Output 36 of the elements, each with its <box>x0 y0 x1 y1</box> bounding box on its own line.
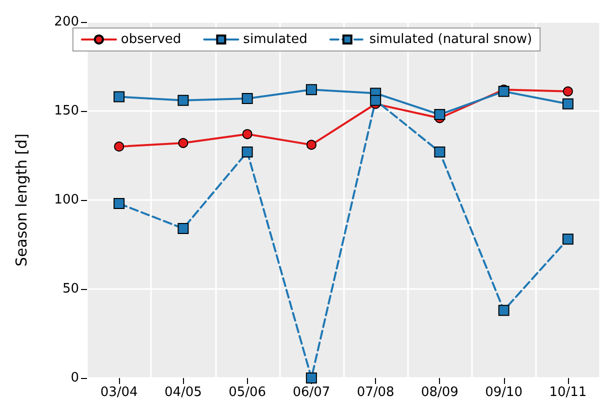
point <box>114 142 124 152</box>
point <box>434 146 446 158</box>
x-tick-label: 09/10 <box>485 385 523 400</box>
y-tick-label: 0 <box>70 370 79 386</box>
y-tick-label: 200 <box>54 14 79 30</box>
y-tick-label: 100 <box>54 192 79 208</box>
point <box>434 109 446 120</box>
x-tick-label: 06/07 <box>292 385 330 400</box>
point <box>306 84 317 96</box>
legend-label: observed <box>120 32 182 47</box>
x-tick-label: 08/09 <box>420 385 458 400</box>
y-tick-label: 50 <box>62 282 79 296</box>
point <box>178 222 189 234</box>
legend-label: simulated <box>243 32 308 47</box>
point <box>562 98 574 110</box>
y-tick-label: 150 <box>54 104 79 118</box>
point <box>178 138 188 148</box>
x-tick-label: 10/11 <box>549 385 587 400</box>
x-tick-label: 03/04 <box>100 385 138 400</box>
point <box>178 94 189 106</box>
point <box>114 198 125 210</box>
point <box>562 234 574 245</box>
point <box>242 129 252 140</box>
y-axis-title: Season length [d] <box>12 133 30 267</box>
x-tick-label: 07/08 <box>356 385 394 400</box>
point <box>242 146 253 158</box>
x-tick-label: 05/06 <box>228 385 266 400</box>
point <box>562 86 573 96</box>
point <box>498 304 510 316</box>
point <box>370 94 382 106</box>
point <box>242 93 253 104</box>
point <box>306 140 316 150</box>
point <box>114 91 125 102</box>
legend-label: simulated (natural snow) <box>369 32 532 47</box>
point <box>306 372 317 384</box>
x-tick-label: 04/05 <box>164 385 202 400</box>
